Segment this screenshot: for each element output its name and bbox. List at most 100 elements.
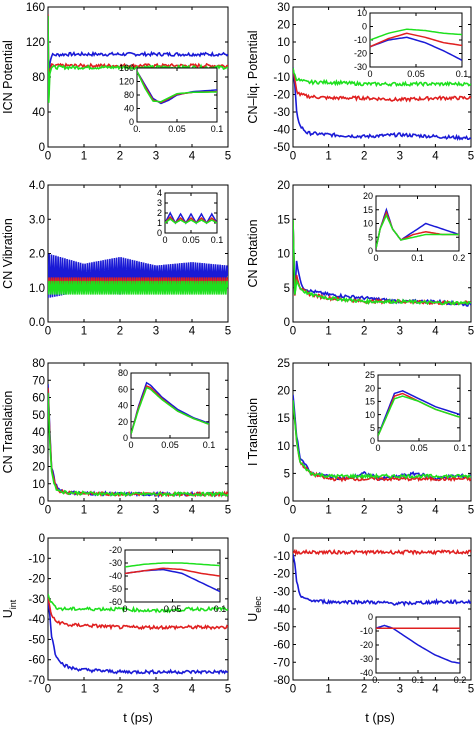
panel-u-elec-ytick-label: -40 bbox=[273, 604, 290, 616]
panel-u-elec-xtick-label: 2 bbox=[361, 684, 367, 696]
panel-u-elec-ytick-label: -10 bbox=[273, 551, 290, 563]
panel-u-elec-ytick-label: -50 bbox=[273, 622, 290, 634]
inset-u-int-xtick-label: 0 bbox=[122, 604, 127, 614]
inset-u-int-series-green bbox=[125, 562, 220, 568]
panel-u-int-ytick-label: -10 bbox=[28, 553, 45, 565]
panel-i-translation-series-green bbox=[293, 400, 471, 480]
panel-cn-rotation-ytick-label: 10 bbox=[277, 249, 290, 261]
panel-cn-liq-potential-ytick-label: 20 bbox=[277, 20, 290, 32]
panel-i-translation-ytick-label: 25 bbox=[277, 358, 290, 370]
panel-icn-potential-xtick-label: 5 bbox=[225, 151, 231, 163]
inset-cn-rotation-ytick-label: 10 bbox=[363, 219, 373, 229]
panel-u-elec-ytick-label: -80 bbox=[273, 675, 290, 687]
inset-cn-rotation-ytick-label: 15 bbox=[363, 205, 373, 215]
panel-cn-vibration-xtick-label: 4 bbox=[189, 326, 196, 338]
panel-icn-potential-series-red bbox=[48, 14, 228, 99]
panel-cn-translation-ytick-label: 30 bbox=[32, 444, 45, 456]
panel-cn-vibration-series-green bbox=[48, 280, 228, 295]
inset-cn-translation-ytick-label: 0 bbox=[123, 433, 128, 443]
panel-cn-translation-ytick-label: 40 bbox=[32, 427, 45, 439]
panel-u-elec-ytick-label: -70 bbox=[273, 657, 290, 669]
panel-cn-vibration-ytick-label: 4.0 bbox=[29, 180, 45, 192]
panel-cn-liq-potential-ytick-label: 0 bbox=[284, 55, 290, 67]
inset-cn-vibration-xtick-label: 0 bbox=[162, 235, 167, 245]
inset-cn-rotation: 0 0.1 0.2 0 5 10 15 20 bbox=[363, 191, 465, 263]
inset-cn-liq-potential-series-red bbox=[370, 32, 462, 48]
panel-cn-liq-potential-ytick-label: -10 bbox=[273, 72, 290, 84]
inset-u-int-frame bbox=[124, 549, 221, 603]
panel-cn-translation-ylabel: CN Translation bbox=[1, 391, 15, 474]
inset-cn-vibration-ytick-label: 3 bbox=[157, 198, 162, 208]
panel-cn-translation-ytick-label: 0 bbox=[39, 496, 45, 508]
panel-cn-vibration-ytick-label: 2.0 bbox=[29, 249, 45, 261]
inset-cn-translation-ytick-label: 40 bbox=[118, 401, 128, 411]
x-axis-label-right: t (ps) bbox=[365, 710, 395, 725]
panel-icn-potential-ytick-label: 0 bbox=[39, 142, 45, 154]
inset-cn-translation-ytick-label: 80 bbox=[118, 368, 128, 378]
panel-cn-vibration-xtick-label: 0 bbox=[45, 326, 51, 338]
inset-cn-liq-potential-ytick-label: 0 bbox=[362, 22, 367, 32]
panel-u-int-ytick-label: -20 bbox=[28, 574, 45, 586]
panel-cn-rotation-xtick-label: 4 bbox=[432, 326, 439, 338]
inset-u-elec-series-blue bbox=[376, 624, 460, 664]
inset-icn-potential-series-green bbox=[137, 71, 217, 103]
inset-cn-vibration-ytick-label: 4 bbox=[157, 188, 162, 198]
x-axis-label-left: t (ps) bbox=[123, 710, 153, 725]
inset-cn-liq-potential-ytick-label: -30 bbox=[354, 62, 367, 72]
inset-u-elec-ytick-label: -10 bbox=[360, 626, 373, 636]
panel-i-translation-ytick-label: 20 bbox=[277, 386, 290, 398]
panel-cn-translation-ytick-label: 50 bbox=[32, 410, 45, 422]
panel-u-elec-ytick-label: 0 bbox=[284, 533, 290, 545]
inset-u-int-ytick-label: -30 bbox=[109, 558, 122, 568]
inset-cn-rotation-frame bbox=[375, 195, 460, 252]
panel-cn-translation-ytick-label: 10 bbox=[32, 479, 45, 491]
panel-u-elec-xtick-label: 0 bbox=[290, 684, 296, 696]
panel-cn-rotation: 0 1 2 3 4 5 0 5 10 15 20 CN Rotation 0 0.1 0.2 0 5 10 15 20 bbox=[246, 180, 474, 337]
panel-icn-potential-xtick-label: 0 bbox=[45, 151, 51, 163]
inset-u-elec-xtick-label: 0.2 bbox=[454, 675, 467, 685]
panel-cn-vibration-ytick-label: 3.0 bbox=[29, 214, 45, 226]
inset-icn-potential-xtick-label: 0.05 bbox=[168, 124, 186, 134]
inset-cn-vibration-ytick-label: 0 bbox=[157, 228, 162, 238]
inset-u-int-series-red bbox=[125, 567, 220, 577]
inset-u-elec: 0. 0.1 0.2 -40 -30 -20 -10 0 bbox=[360, 612, 466, 685]
inset-cn-translation: 0 0.05 0.1 0 20 40 60 80 bbox=[118, 368, 215, 450]
panel-cn-liq-potential-ytick-label: 10 bbox=[277, 37, 290, 49]
panel-u-int-xtick-label: 0 bbox=[45, 684, 51, 696]
panel-u-int-xtick-label: 4 bbox=[189, 684, 196, 696]
inset-u-int-ytick-label: -50 bbox=[109, 584, 122, 594]
panel-cn-rotation-xtick-label: 3 bbox=[397, 326, 403, 338]
panel-cn-vibration: 0 1 2 3 4 50.01.02.03.04.0CN Vibration 0 0.05 0.… bbox=[1, 180, 231, 337]
inset-u-elec-ytick-label: 0 bbox=[368, 612, 373, 622]
panel-cn-liq-potential-series-green bbox=[293, 67, 471, 88]
panel-u-elec-ytick-label: -30 bbox=[273, 586, 290, 598]
inset-cn-rotation-ytick-label: 0 bbox=[368, 246, 373, 256]
inset-cn-translation-xtick-label: 0.05 bbox=[161, 440, 179, 450]
panel-cn-liq-potential-xtick-label: 0 bbox=[290, 151, 296, 163]
inset-u-int-ytick-label: -40 bbox=[109, 571, 122, 581]
inset-cn-rotation-xtick-label: 0.1 bbox=[411, 253, 424, 263]
panel-u-int-series-blue bbox=[48, 598, 228, 676]
panel-cn-translation-ytick-label: 20 bbox=[32, 462, 45, 474]
panel-cn-translation-ytick-label: 80 bbox=[32, 358, 45, 370]
panel-cn-liq-potential: 0 1 2 3 4 5 -50 -40 -30 -20 -10 0 10 20 30 CN–liq. Pote… bbox=[246, 2, 474, 162]
panel-cn-liq-potential-ylabel: CN–liq. Potential bbox=[246, 30, 260, 123]
inset-icn-potential-ytick-label: 120 bbox=[119, 77, 134, 87]
inset-u-elec-ytick-label: -20 bbox=[360, 640, 373, 650]
panel-cn-vibration-ytick-label: 1.0 bbox=[29, 283, 45, 295]
inset-icn-potential-xtick-label: 0.1 bbox=[211, 124, 224, 134]
panel-cn-translation-xtick-label: 3 bbox=[153, 505, 159, 517]
panel-u-int-xtick-label: 1 bbox=[81, 684, 87, 696]
inset-icn-potential-ytick-label: 40 bbox=[124, 104, 134, 114]
panel-cn-translation-xtick-label: 0 bbox=[45, 505, 51, 517]
inset-cn-rotation-xtick-label: 0 bbox=[373, 253, 378, 263]
inset-cn-liq-potential-ytick-label: -20 bbox=[354, 49, 367, 59]
inset-cn-liq-potential-ytick-label: 10 bbox=[357, 8, 367, 18]
panel-i-translation-ytick-label: 5 bbox=[284, 468, 290, 480]
panel-cn-liq-potential-ytick-label: -50 bbox=[273, 142, 290, 154]
